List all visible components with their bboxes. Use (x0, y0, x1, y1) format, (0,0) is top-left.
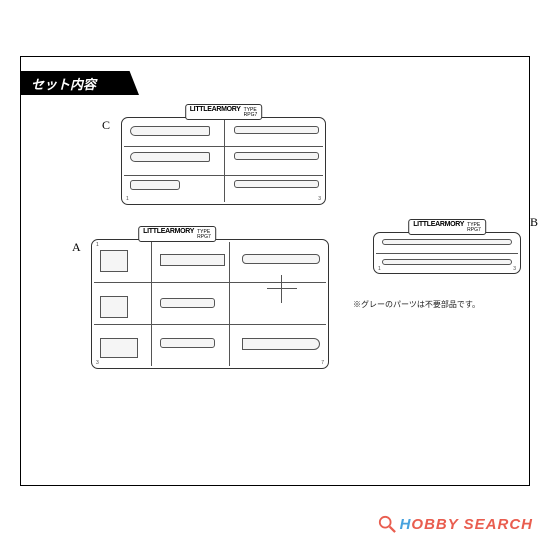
section-title: セット内容 (21, 71, 139, 95)
sprue-divider (94, 282, 326, 283)
part-number: 3 (96, 360, 99, 366)
sprue-b-label: B (530, 215, 538, 230)
part-tube (234, 152, 319, 160)
part-cross (267, 288, 297, 289)
part-grip (100, 250, 128, 272)
sprue-divider (124, 175, 323, 176)
sprue-divider (229, 242, 230, 366)
brand-text: LITTLEARMORY (413, 221, 464, 228)
document-frame: セット内容 C LITTLEARMORY TYPERPG7 1 3 A LITT… (20, 56, 530, 486)
part-launcher (160, 254, 225, 266)
brand-text: LITTLEARMORY (143, 228, 194, 235)
part-number: 1 (378, 266, 381, 272)
part-tube (130, 180, 180, 190)
sprue-a-label: A (72, 240, 81, 255)
part-tube (160, 298, 215, 308)
type-text: TYPERPG7 (467, 223, 481, 233)
part-cone (242, 338, 320, 350)
sprue-b: B LITTLEARMORY TYPERPG7 1 3 (373, 232, 521, 274)
sprue-c: C LITTLEARMORY TYPERPG7 1 3 (121, 117, 326, 205)
sprue-divider (376, 253, 518, 254)
part-number: 3 (513, 266, 516, 272)
part-tube (234, 180, 319, 188)
part-number: 1 (96, 242, 99, 248)
section-header: セット内容 (21, 71, 529, 95)
part-number: 7 (321, 360, 324, 366)
brand-text: LITTLEARMORY (190, 106, 241, 113)
part-rod (382, 259, 512, 265)
watermark: HOBBY SEARCH (378, 515, 533, 533)
part-number: 1 (126, 196, 129, 202)
part-grip (100, 296, 128, 318)
note-text: ※グレーのパーツは不要部品です。 (353, 299, 480, 310)
part-rod (382, 239, 512, 245)
sprue-divider (124, 146, 323, 147)
part-tube (234, 126, 319, 134)
sprue-divider (151, 242, 152, 366)
sprue-c-label: C (102, 118, 110, 133)
search-icon (378, 515, 396, 533)
watermark-text: HOBBY SEARCH (400, 516, 533, 533)
sprue-a: A LITTLEARMORY TYPERPG7 1 3 7 (91, 239, 329, 369)
part-warhead (130, 126, 210, 136)
part-sight (100, 338, 138, 358)
part-tube (160, 338, 215, 348)
sprue-divider (224, 120, 225, 202)
sprue-b-title: LITTLEARMORY TYPERPG7 (408, 219, 486, 235)
sprue-c-title: LITTLEARMORY TYPERPG7 (185, 104, 263, 120)
part-cross (281, 275, 282, 303)
type-text: TYPERPG7 (197, 230, 211, 240)
part-number: 3 (318, 196, 321, 202)
part-tube (242, 254, 320, 264)
sprue-divider (94, 324, 326, 325)
type-text: TYPERPG7 (244, 108, 258, 118)
part-warhead (130, 152, 210, 162)
sprue-a-title: LITTLEARMORY TYPERPG7 (138, 226, 216, 242)
